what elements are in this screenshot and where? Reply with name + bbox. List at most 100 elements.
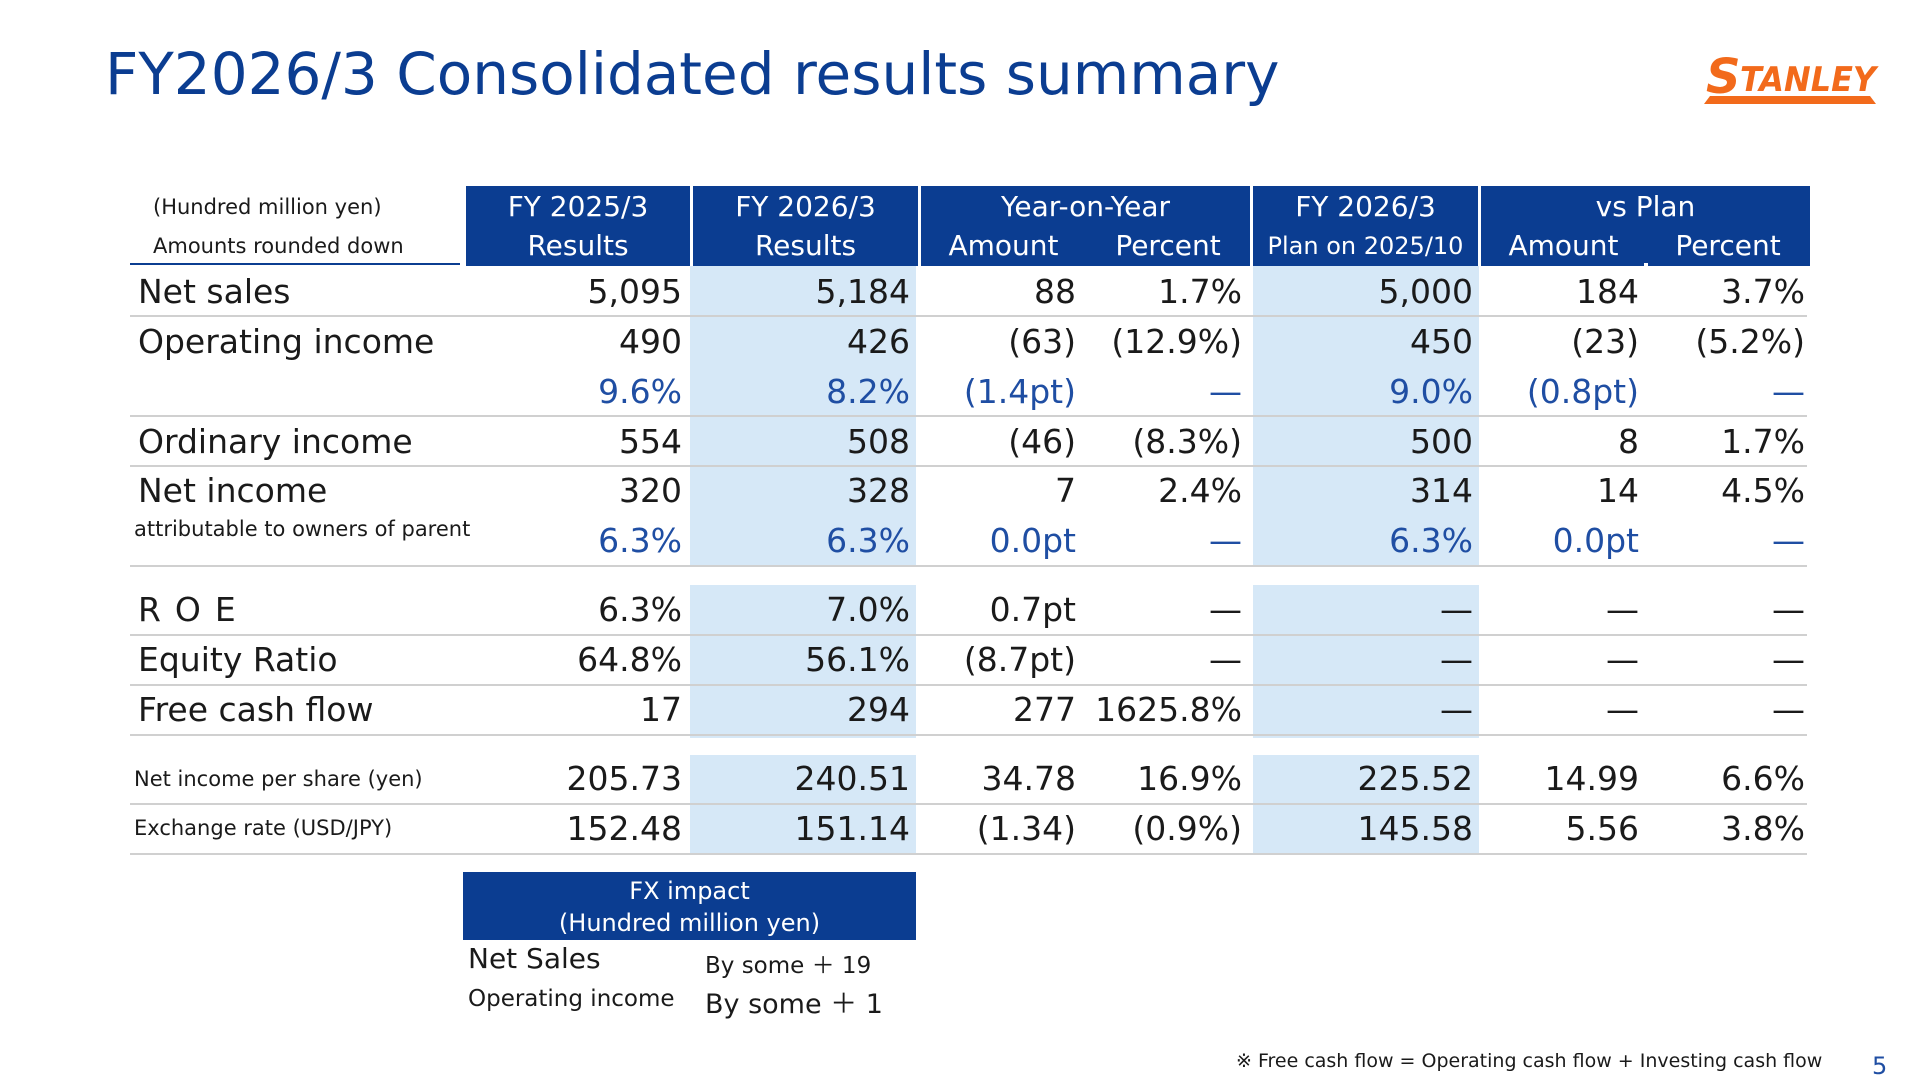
cell-net-income-plan: 314 — [1410, 471, 1473, 510]
stanley-logo: S TANLEY — [1700, 38, 1882, 108]
cell-fcf-yoy-percent: 1625.8% — [1095, 690, 1242, 729]
page-number: 5 — [1872, 1052, 1888, 1080]
row-divider — [130, 734, 1807, 736]
row-label-equity-ratio: Equity Ratio — [138, 640, 338, 679]
cell-eps-plan: 225.52 — [1357, 759, 1473, 798]
cell-ni-margin-vsplan-amount: 0.0pt — [1552, 521, 1639, 560]
cell-roe-fy2025: 6.3% — [598, 590, 682, 629]
cell-fx-yoy-amount: (1.34) — [976, 809, 1076, 848]
header-vsplan-amount: Amount — [1508, 229, 1619, 262]
cell-net-income-vsplan-percent: 4.5% — [1721, 471, 1805, 510]
cell-net-income-yoy-amount: 7 — [1055, 471, 1076, 510]
cell-fcf-plan: — — [1440, 690, 1473, 729]
row-label-net-sales: Net sales — [138, 272, 291, 311]
cell-eps-fy2026: 240.51 — [794, 759, 910, 798]
page-title: FY2026/3 Consolidated results summary — [105, 40, 1280, 108]
fx-impact-title: FX impact — [629, 877, 750, 905]
row-label-roe: ROE — [138, 590, 250, 629]
cell-net-sales-plan: 5,000 — [1378, 272, 1473, 311]
cell-equity-fy2026: 56.1% — [805, 640, 910, 679]
logo-letter-s: S — [1706, 49, 1741, 105]
cell-ni-margin-yoy-amount: 0.0pt — [989, 521, 1076, 560]
cell-ni-margin-fy2026: 6.3% — [826, 521, 910, 560]
fy2026-column-shade-3 — [690, 755, 916, 855]
cell-fx-vsplan-amount: 5.56 — [1565, 809, 1639, 848]
cell-ord-income-yoy-percent: (8.3%) — [1132, 422, 1242, 461]
cell-eps-yoy-percent: 16.9% — [1137, 759, 1242, 798]
row-label-free-cash-flow: Free cash flow — [138, 690, 374, 729]
cell-ord-income-yoy-amount: (46) — [1008, 422, 1076, 461]
row-label-eps: Net income per share (yen) — [134, 767, 423, 791]
units-underline — [130, 263, 460, 265]
cell-op-margin-fy2025: 9.6% — [598, 372, 682, 411]
fx-impact-header: FX impact (Hundred million yen) — [463, 872, 916, 940]
fx-net-sales-value: By some ＋ 19 — [705, 953, 872, 979]
cell-op-income-yoy-percent: (12.9%) — [1111, 322, 1242, 361]
cell-eps-vsplan-amount: 14.99 — [1544, 759, 1639, 798]
cell-eps-vsplan-percent: 6.6% — [1721, 759, 1805, 798]
units-label: (Hundred million yen) — [153, 195, 382, 219]
cell-roe-vsplan-percent: — — [1772, 590, 1805, 629]
cell-net-income-yoy-percent: 2.4% — [1158, 471, 1242, 510]
cell-ord-income-plan: 500 — [1410, 422, 1473, 461]
cell-fx-fy2025: 152.48 — [566, 809, 682, 848]
cell-equity-fy2025: 64.8% — [577, 640, 682, 679]
header-fy2026-line2: Results — [754, 229, 857, 262]
plan-column-shade-3 — [1253, 755, 1479, 855]
header-fy2025-line1: FY 2025/3 — [507, 190, 649, 223]
cell-op-margin-vsplan-percent: — — [1772, 372, 1805, 411]
cell-ni-margin-yoy-percent: — — [1209, 521, 1242, 560]
cell-roe-vsplan-amount: — — [1606, 590, 1639, 629]
fx-op-income-label: Operating income — [468, 986, 675, 1012]
cell-equity-vsplan-amount: — — [1606, 640, 1639, 679]
cell-fcf-yoy-amount: 277 — [1013, 690, 1076, 729]
cell-net-income-fy2026: 328 — [847, 471, 910, 510]
cell-fx-plan: 145.58 — [1357, 809, 1473, 848]
cell-ord-income-vsplan-amount: 8 — [1618, 422, 1639, 461]
cell-net-income-fy2025: 320 — [619, 471, 682, 510]
cell-ni-margin-vsplan-percent: — — [1772, 521, 1805, 560]
header-fy2025: FY 2025/3 Results — [466, 186, 690, 266]
row-label-exchange-rate: Exchange rate (USD/JPY) — [134, 816, 393, 840]
cell-roe-plan: — — [1440, 590, 1473, 629]
header-yoy: Year-on-Year Amount Percent — [921, 186, 1250, 266]
cell-roe-yoy-amount: 0.7pt — [989, 590, 1076, 629]
header-gap — [1644, 263, 1648, 266]
header-vsplan-line1: vs Plan — [1595, 190, 1696, 223]
stanley-logo-mark: S TANLEY — [1704, 49, 1879, 105]
row-label-ordinary-income: Ordinary income — [138, 422, 413, 461]
cell-net-income-vsplan-amount: 14 — [1597, 471, 1639, 510]
row-label-operating-income: Operating income — [138, 322, 435, 361]
row-divider — [130, 465, 1807, 467]
cell-op-income-fy2026: 426 — [847, 322, 910, 361]
fy2026-column-shade-2 — [690, 585, 916, 738]
cell-net-sales-yoy-amount: 88 — [1034, 272, 1076, 311]
fx-impact-unit: (Hundred million yen) — [558, 909, 821, 937]
cell-op-margin-fy2026: 8.2% — [826, 372, 910, 411]
cell-ord-income-vsplan-percent: 1.7% — [1721, 422, 1805, 461]
cell-fcf-fy2026: 294 — [847, 690, 910, 729]
row-label-net-income-sub: attributable to owners of parent — [134, 517, 471, 541]
header-yoy-amount: Amount — [948, 229, 1059, 262]
header-vsplan-percent: Percent — [1675, 229, 1781, 262]
row-divider — [130, 803, 1807, 805]
cell-fx-fy2026: 151.14 — [794, 809, 910, 848]
cell-ord-income-fy2026: 508 — [847, 422, 910, 461]
row-divider — [130, 634, 1807, 636]
header-plan-line2: Plan on 2025/10 — [1267, 232, 1464, 260]
cell-net-sales-vsplan-percent: 3.7% — [1721, 272, 1805, 311]
cell-op-income-vsplan-percent: (5.2%) — [1695, 322, 1805, 361]
cell-ord-income-fy2025: 554 — [619, 422, 682, 461]
row-divider — [130, 315, 1807, 317]
logo-letters-rest: TANLEY — [1740, 60, 1879, 100]
header-plan-line1: FY 2026/3 — [1295, 190, 1436, 223]
row-divider — [130, 853, 1807, 855]
row-divider — [130, 684, 1807, 686]
row-label-net-income: Net income — [138, 471, 328, 510]
cell-op-income-plan: 450 — [1410, 322, 1473, 361]
cell-net-sales-yoy-percent: 1.7% — [1158, 272, 1242, 311]
cell-net-sales-vsplan-amount: 184 — [1576, 272, 1639, 311]
fx-op-income-value: By some ＋ 1 — [705, 989, 883, 1020]
cell-roe-yoy-percent: — — [1209, 590, 1242, 629]
header-fy2026-line1: FY 2026/3 — [735, 190, 876, 223]
